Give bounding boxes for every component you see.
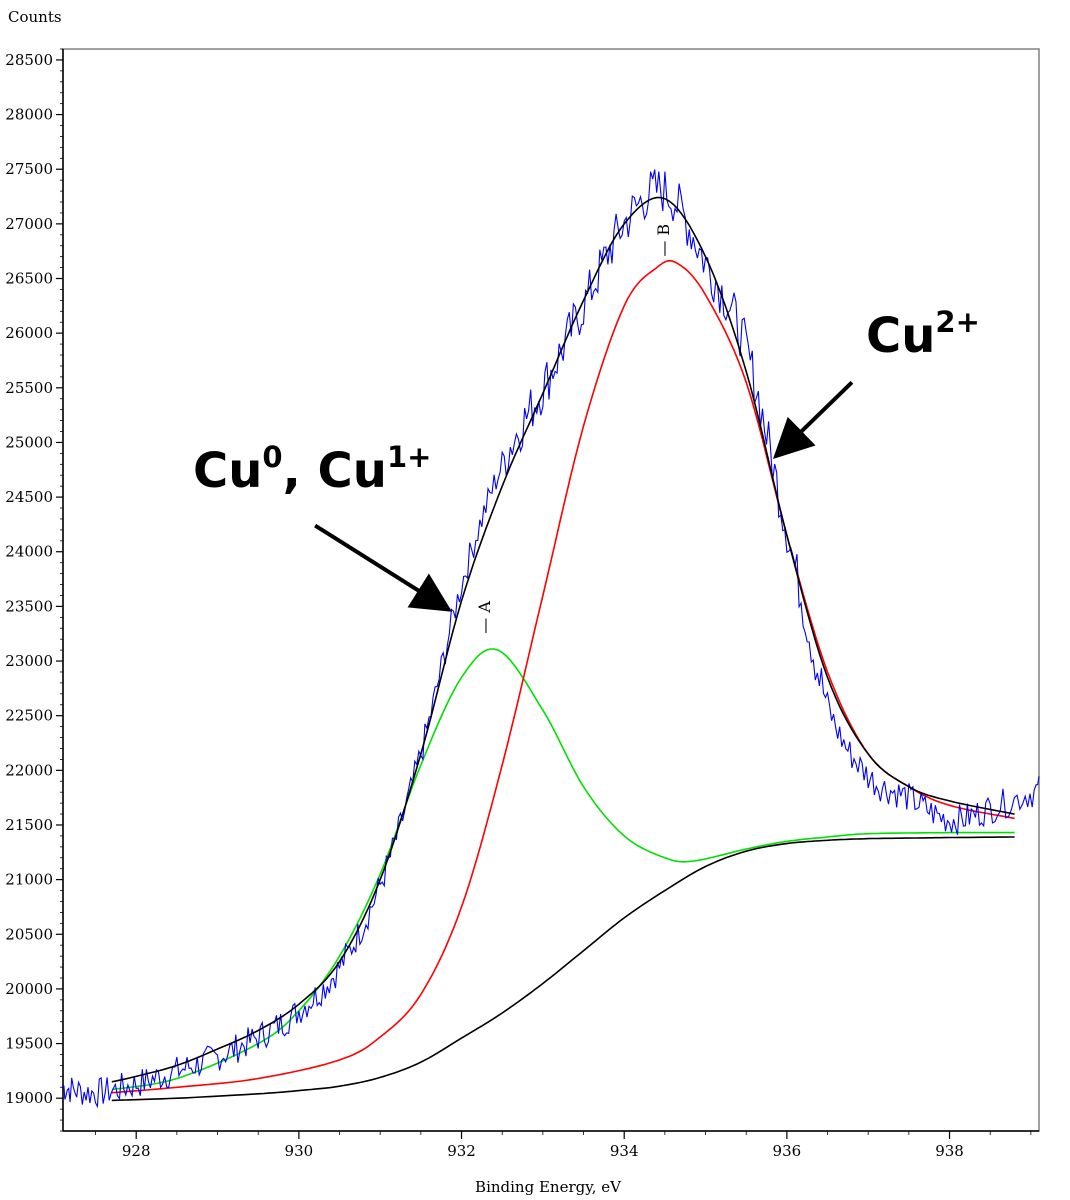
y-tick-label-12: 25000 bbox=[5, 433, 53, 451]
y-tick-label-4: 21000 bbox=[5, 871, 53, 889]
annotation-cu2-text: Cu2+ bbox=[866, 305, 980, 364]
y-tick-label-13: 25500 bbox=[5, 379, 53, 397]
y-tick-label-0: 19000 bbox=[5, 1089, 53, 1107]
x-tick-label-3: 934 bbox=[610, 1142, 639, 1160]
y-tick-label-6: 22000 bbox=[5, 761, 53, 779]
y-tick-label-3: 20500 bbox=[5, 925, 53, 943]
x-axis-title: Binding Energy, eV bbox=[475, 1178, 622, 1196]
series-fit-B bbox=[111, 259, 1015, 1094]
y-tick-label-9: 23500 bbox=[5, 597, 53, 615]
series-background bbox=[111, 836, 1015, 1102]
y-axis-title: Counts bbox=[8, 8, 62, 26]
y-tick-label-5: 21500 bbox=[5, 816, 53, 834]
x-tick-label-0: 928 bbox=[122, 1142, 151, 1160]
x-tick-label-1: 930 bbox=[285, 1142, 314, 1160]
annotation-cu2: Cu2+ bbox=[772, 305, 980, 459]
plot-frame bbox=[62, 48, 1040, 1132]
y-tick-label-2: 20000 bbox=[5, 980, 53, 998]
peak-label-A: — A bbox=[475, 601, 494, 634]
x-tick-label-4: 936 bbox=[773, 1142, 802, 1160]
y-tick-label-10: 24000 bbox=[5, 543, 53, 561]
series-envelope bbox=[111, 196, 1015, 1083]
y-tick-label-15: 26500 bbox=[5, 270, 53, 288]
y-tick-label-17: 27500 bbox=[5, 160, 53, 178]
annotation-cu2-arrow bbox=[772, 380, 854, 459]
x-ticks: 928 930 932 934 936 938 bbox=[95, 1131, 1032, 1160]
annotation-cu0-cu1: Cu0, Cu1+ bbox=[193, 440, 453, 612]
y-tick-label-16: 27000 bbox=[5, 215, 53, 233]
x-tick-label-2: 932 bbox=[447, 1142, 476, 1160]
series-layer bbox=[62, 169, 1040, 1109]
y-ticks: 19000 19500 20000 20500 21000 21500 22000 22500… bbox=[5, 48, 63, 1132]
annotation-cu0-cu1-arrow bbox=[314, 523, 453, 612]
y-tick-label-11: 24500 bbox=[5, 488, 53, 506]
y-tick-label-8: 23000 bbox=[5, 652, 53, 670]
y-tick-label-1: 19500 bbox=[5, 1035, 53, 1053]
peak-labels: — A — B bbox=[475, 224, 673, 634]
peak-label-B: — B bbox=[654, 224, 673, 257]
series-fit-A bbox=[111, 648, 1015, 1091]
y-tick-label-7: 22500 bbox=[5, 707, 53, 725]
y-tick-label-14: 26000 bbox=[5, 324, 53, 342]
y-tick-label-18: 28000 bbox=[5, 106, 53, 124]
x-tick-label-5: 938 bbox=[935, 1142, 964, 1160]
series-raw bbox=[62, 169, 1040, 1109]
y-tick-label-19: 28500 bbox=[5, 51, 53, 69]
annotation-cu0-cu1-text: Cu0, Cu1+ bbox=[193, 440, 431, 499]
